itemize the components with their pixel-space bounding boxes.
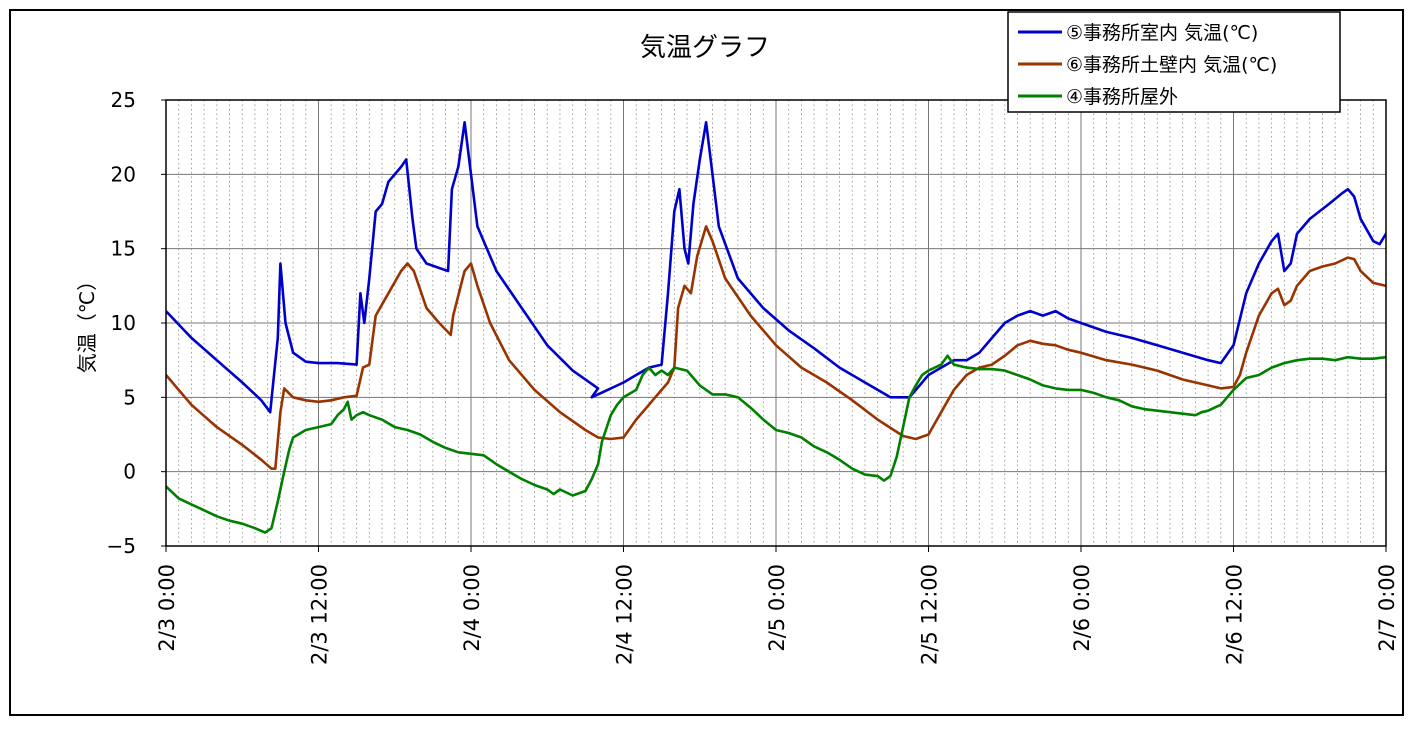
legend-box — [1007, 11, 1341, 113]
series-line-3 — [166, 354, 1386, 534]
x-tick-label: 2/6 12:00 — [1223, 564, 1247, 665]
x-axis-ticks: 2/3 0:00 2/3 12:00 2/4 0:00 2/4 12:00 2/5 0:… — [155, 546, 1399, 665]
y-tick-label: −5 — [107, 534, 136, 558]
x-tick-label: 2/5 0:00 — [765, 564, 789, 652]
legend: ⑤事務所室内 気温(℃) ⑥事務所土壁内 気温(℃) ④事務所屋外 — [1007, 11, 1341, 113]
legend-label: ⑥事務所土壁内 気温(℃) — [1066, 54, 1277, 76]
series-line-1 — [166, 121, 1386, 414]
y-tick-label: 10 — [111, 311, 136, 335]
y-tick-label: 0 — [123, 460, 136, 484]
x-tick-label: 2/3 0:00 — [155, 564, 179, 652]
y-tick-label: 25 — [111, 88, 136, 112]
legend-label: ④事務所屋外 — [1066, 86, 1178, 108]
chart-title: 気温グラフ — [640, 33, 770, 63]
y-tick-label: 20 — [111, 162, 136, 186]
y-tick-label: 5 — [123, 385, 136, 409]
x-tick-label: 2/5 12:00 — [918, 564, 942, 665]
series-layer — [166, 121, 1386, 534]
y-axis-label: 気温（℃） — [75, 271, 99, 373]
plot-area — [165, 99, 1387, 547]
x-tick-label: 2/4 12:00 — [613, 564, 637, 665]
y-tick-label: 15 — [111, 237, 136, 261]
y-axis-ticks: −5 0 5 10 15 20 25 — [107, 88, 166, 558]
x-tick-label: 2/3 12:00 — [308, 564, 332, 665]
x-tick-label: 2/4 0:00 — [460, 564, 484, 652]
x-tick-label: 2/7 0:00 — [1375, 564, 1399, 652]
x-tick-label: 2/6 0:00 — [1070, 564, 1094, 652]
series-line-2 — [166, 225, 1386, 470]
legend-label: ⑤事務所室内 気温(℃) — [1066, 22, 1258, 44]
